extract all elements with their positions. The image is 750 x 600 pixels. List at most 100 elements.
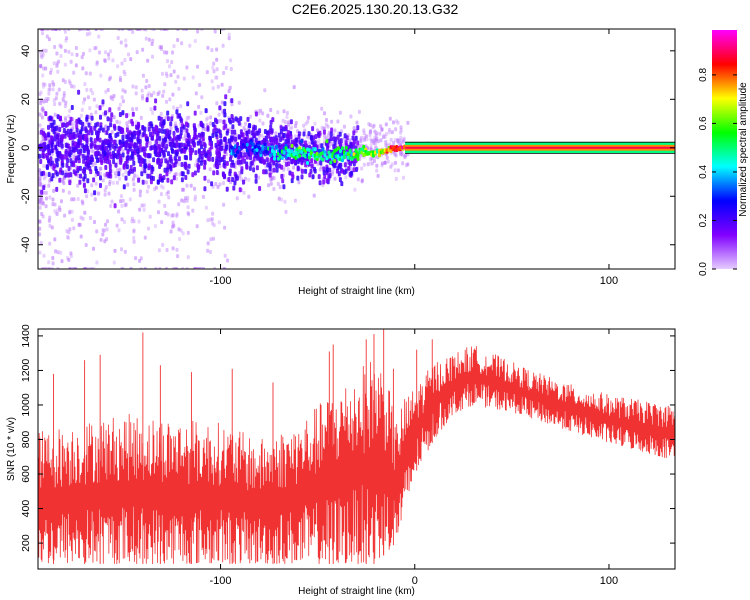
heatmap-cell — [346, 152, 350, 157]
heatmap-cell — [389, 137, 393, 142]
heatmap-cell — [144, 152, 148, 158]
heatmap-cell — [120, 61, 124, 66]
heatmap-cell — [39, 129, 43, 135]
heatmap-cell — [208, 147, 212, 153]
heatmap-cell — [63, 62, 67, 67]
heatmap-cell — [130, 118, 134, 124]
heatmap-cell — [268, 172, 272, 178]
heatmap-cell — [289, 119, 293, 125]
heatmap-cell — [144, 29, 148, 32]
heatmap-cell — [404, 153, 408, 158]
y-tick-label: 600 — [20, 465, 32, 483]
heatmap-cell — [148, 121, 152, 127]
y-tick-label: 1200 — [20, 359, 32, 383]
heatmap-cell — [48, 241, 52, 246]
heatmap-cell — [222, 181, 225, 186]
heatmap-cell — [135, 174, 139, 179]
heatmap-cell — [178, 113, 182, 119]
heatmap-cell — [339, 149, 342, 154]
heatmap-cell — [369, 142, 373, 147]
heatmap-cell — [319, 160, 323, 166]
heatmap-cell — [118, 112, 122, 117]
heatmap-cell — [169, 121, 173, 127]
heatmap-cell — [193, 186, 196, 191]
heatmap-cells — [38, 29, 675, 269]
heatmap-cell — [282, 133, 286, 139]
heatmap-cell — [353, 187, 357, 192]
heatmap-cell — [189, 183, 193, 188]
heatmap-cell — [249, 155, 252, 161]
y-tick-label: 200 — [20, 534, 32, 552]
heatmap-cell — [166, 59, 169, 64]
heatmap-cell — [101, 232, 105, 237]
heatmap-cell — [341, 158, 344, 163]
heatmap-cell — [158, 45, 162, 50]
heatmap-cell — [120, 247, 123, 252]
heatmap-cell — [65, 36, 69, 41]
heatmap-cell — [41, 73, 45, 78]
heatmap-cell — [63, 48, 67, 53]
snr-plot-area — [38, 329, 675, 565]
heatmap-cell — [81, 100, 85, 105]
heatmap-cell — [140, 203, 144, 208]
heatmap-cell — [124, 38, 128, 43]
heatmap-cell — [185, 183, 189, 188]
heatmap-cell — [68, 152, 72, 158]
heatmap-cell — [390, 162, 394, 167]
heatmap-cell — [214, 75, 218, 80]
heatmap-cell — [109, 95, 113, 100]
heatmap-cell — [255, 165, 259, 171]
heatmap-cell — [212, 236, 215, 241]
heatmap-cell — [150, 169, 154, 175]
heatmap-cell — [399, 130, 403, 135]
heatmap-cell — [169, 164, 172, 170]
heatmap-cell — [337, 171, 341, 177]
heatmap-cell — [211, 86, 215, 91]
heatmap-cell — [88, 71, 92, 76]
heatmap-cell — [53, 132, 57, 137]
heatmap-cell — [257, 175, 261, 180]
heatmap-cell — [119, 199, 123, 204]
heatmap-cell — [210, 79, 214, 84]
heatmap-cell — [349, 161, 352, 167]
colorbar-label: Normalized spectral amplitude — [738, 82, 749, 217]
heatmap-cell — [120, 95, 124, 100]
heatmap-cell — [132, 219, 136, 224]
colorbar-tick-label: 0.2 — [698, 213, 709, 227]
heatmap-cell — [83, 97, 87, 102]
heatmap-cell — [333, 159, 337, 163]
heatmap-cell — [240, 140, 243, 145]
heatmap-cell — [81, 201, 85, 206]
heatmap-cell — [58, 127, 62, 132]
heatmap-cell — [41, 31, 44, 36]
heatmap-cell — [70, 52, 74, 57]
heatmap-cell — [117, 168, 121, 173]
heatmap-cell — [245, 142, 249, 147]
heatmap-cell — [121, 198, 125, 203]
heatmap-cell — [94, 151, 98, 157]
heatmap-cell — [217, 220, 221, 225]
heatmap-cell — [134, 256, 138, 261]
heatmap-cell — [349, 114, 353, 119]
heatmap-cell — [152, 157, 156, 163]
heatmap-cell — [151, 135, 154, 141]
heatmap-cell — [41, 106, 45, 111]
heatmap-cell — [115, 223, 119, 228]
heatmap-cell — [166, 190, 170, 195]
heatmap-cell — [48, 115, 52, 121]
heatmap-cell — [367, 122, 371, 127]
heatmap-cell — [172, 44, 176, 49]
heatmap-cell — [105, 145, 108, 151]
heatmap-cell — [224, 66, 228, 70]
heatmap-cell — [123, 58, 127, 62]
heatmap-cell — [118, 139, 122, 145]
heatmap-cell — [83, 210, 87, 215]
heatmap-cell — [89, 169, 93, 175]
heatmap-cell — [331, 151, 335, 156]
heatmap-cell — [277, 196, 281, 201]
heatmap-cell — [272, 176, 276, 181]
heatmap-cell — [83, 134, 87, 139]
heatmap-cell — [223, 160, 226, 165]
heatmap-cell — [138, 193, 142, 198]
heatmap-cell — [297, 131, 301, 137]
